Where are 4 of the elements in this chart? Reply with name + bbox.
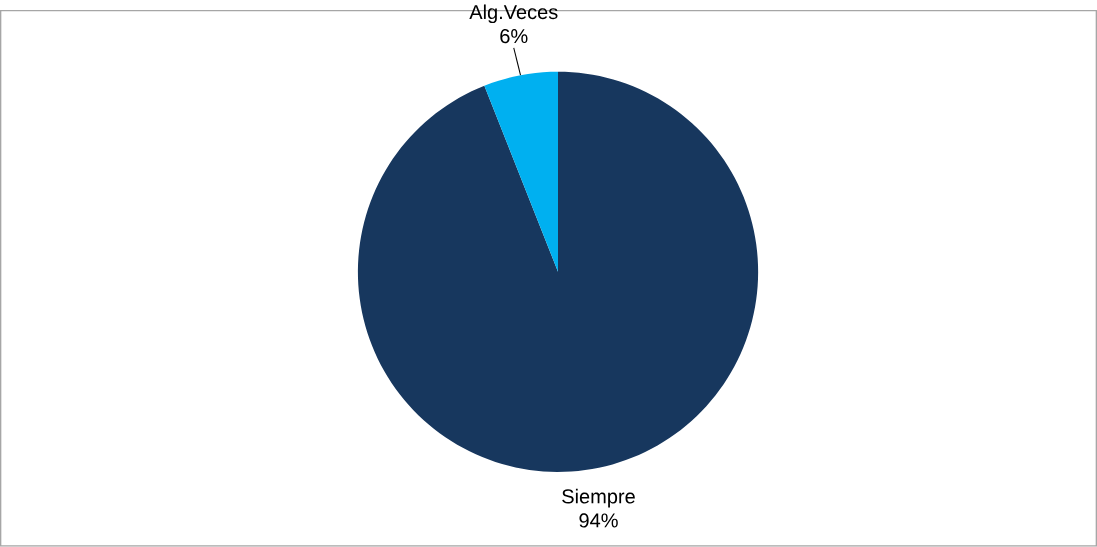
slice-label: Alg.Veces	[469, 4, 558, 24]
slice-label: Siempre	[562, 489, 635, 508]
data-label: 94%	[579, 513, 618, 528]
data-label: 6%	[500, 29, 528, 44]
